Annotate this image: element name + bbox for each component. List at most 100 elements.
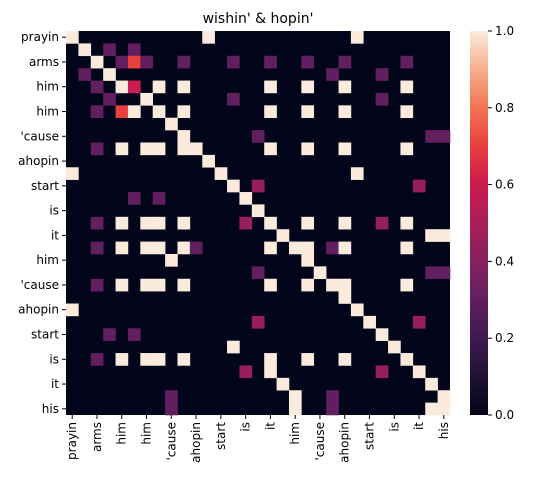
heatmap-cell: [437, 130, 451, 143]
heatmap-cell: [350, 167, 364, 180]
heatmap-cell: [388, 340, 401, 354]
heatmap-cell: [338, 216, 352, 230]
heatmap-cell: [350, 303, 364, 317]
heatmap-cell: [140, 353, 154, 366]
y-tick-label: start: [31, 327, 59, 341]
x-tick-label: is: [387, 422, 401, 432]
heatmap-cell: [78, 68, 92, 81]
heatmap-cell: [115, 142, 129, 156]
heatmap-cell: [227, 340, 240, 354]
heatmap-cell: [90, 216, 104, 230]
heatmap-cell: [264, 365, 277, 379]
heatmap-cell: [90, 55, 104, 69]
heatmap-cell: [177, 216, 191, 230]
heatmap-cell: [177, 142, 191, 156]
x-tick-label: it: [263, 422, 277, 430]
heatmap-cell: [66, 167, 79, 180]
heatmap-cell: [288, 390, 302, 403]
heatmap-cell: [115, 105, 129, 119]
heatmap-cell: [412, 315, 426, 329]
heatmap-cell: [140, 142, 154, 156]
heatmap-cell: [66, 31, 79, 44]
heatmap-cell: [152, 353, 166, 366]
heatmap-cell: [251, 315, 265, 329]
heatmap-cell: [264, 142, 277, 156]
heatmap-cell: [251, 266, 265, 280]
heatmap-cell: [301, 353, 315, 366]
heatmap-cell: [375, 365, 389, 379]
heatmap-cell: [338, 353, 352, 366]
heatmap-cell: [425, 266, 438, 280]
heatmap-cell: [264, 216, 277, 230]
y-tick-label: his: [42, 402, 59, 416]
heatmap-cell: [214, 167, 228, 180]
x-tick-label: his: [437, 422, 451, 439]
heatmap-cell: [189, 241, 203, 255]
heatmap-cell: [239, 216, 253, 230]
heatmap-cell: [425, 377, 438, 391]
heatmap-cell: [288, 241, 302, 255]
y-tick-label: start: [31, 179, 59, 193]
heatmap-cell: [115, 353, 129, 366]
heatmap-cell: [264, 55, 277, 69]
heatmap-cell: [115, 216, 129, 230]
heatmap-cell: [152, 142, 166, 156]
heatmap-cell: [90, 105, 104, 119]
heatmap-cell: [301, 142, 315, 156]
heatmap-cell: [338, 278, 352, 292]
heatmap-cell: [350, 31, 364, 44]
heatmap-cell: [165, 390, 178, 403]
heatmap-cell: [78, 43, 92, 57]
heatmap-cell: [338, 241, 352, 255]
heatmap-cell: [177, 80, 191, 94]
heatmap-cell: [115, 241, 129, 255]
heatmap-cell: [375, 328, 389, 341]
heatmap-cell: [400, 278, 414, 292]
heatmap-cell: [152, 241, 166, 255]
heatmap-cell: [177, 241, 191, 255]
heatmap-cell: [326, 390, 339, 403]
heatmap-cell: [338, 142, 352, 156]
colorbar-tick-label: 0.6: [495, 178, 514, 192]
heatmap-cell: [239, 365, 253, 379]
colorbar-tick-label: 0.2: [495, 331, 514, 345]
y-tick-label: him: [36, 105, 59, 119]
heatmap-cell: [90, 353, 104, 366]
heatmap-cell: [66, 303, 79, 317]
x-tick-label: it: [412, 422, 426, 430]
heatmap-cell: [338, 80, 352, 94]
heatmap-cell: [313, 266, 327, 280]
heatmap-cell: [251, 179, 265, 193]
heatmap-cell: [363, 315, 376, 329]
heatmap-cell: [264, 353, 277, 366]
heatmap-cell: [276, 377, 290, 391]
heatmap-cell: [140, 278, 154, 292]
y-axis: prayin arms him him 'cause ahopin start is it him…: [18, 30, 66, 416]
colorbar-tick-label: 0.4: [495, 254, 514, 268]
heatmap-cell: [115, 80, 129, 94]
heatmap-cell: [338, 291, 352, 304]
heatmap-cell: [189, 142, 203, 156]
heatmap-cell: [177, 353, 191, 366]
heatmap-cell: [127, 105, 141, 119]
heatmap-cell: [90, 80, 104, 94]
heatmap-cell: [251, 204, 265, 218]
heatmap-cell: [251, 130, 265, 143]
heatmap-cell: [202, 31, 215, 44]
heatmap-cell: [437, 229, 451, 242]
heatmap-cell: [400, 142, 414, 156]
heatmap-cell: [400, 55, 414, 69]
heatmap-cell: [227, 179, 240, 193]
heatmap-cell: [90, 278, 104, 292]
heatmap-cell: [338, 55, 352, 69]
heatmap-cell: [301, 216, 315, 230]
x-tick-label: is: [239, 422, 253, 432]
y-tick-label: prayin: [21, 30, 59, 44]
heatmap-cell: [400, 105, 414, 119]
heatmap-cell: [127, 55, 141, 69]
heatmap-cell: [165, 253, 178, 267]
heatmap-cell: [140, 92, 154, 106]
heatmap-cell: [152, 105, 166, 119]
heatmap-cell: [400, 80, 414, 94]
